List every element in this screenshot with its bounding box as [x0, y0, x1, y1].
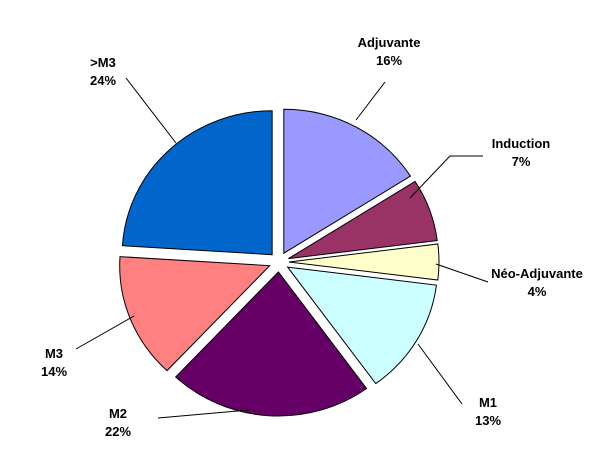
data-labels: Adjuvante 16% Induction 7% Néo-Adjuvante 4% M1…	[41, 35, 583, 439]
slice-label: >M3	[90, 55, 116, 70]
pie-slices	[119, 108, 440, 417]
leader-line	[417, 343, 463, 405]
pie-slice-m2	[174, 271, 368, 417]
slice-label: Adjuvante	[358, 35, 421, 50]
slice-value-label: 4%	[528, 284, 547, 299]
slice-label: M2	[109, 406, 127, 421]
leader-line	[435, 263, 489, 283]
pie-slice-n-o-adjuvante	[288, 243, 440, 281]
slice-value-label: 7%	[512, 154, 531, 169]
slice-value-label: 22%	[105, 424, 131, 439]
slice-value-label: 14%	[41, 364, 67, 379]
leader-line	[125, 77, 177, 144]
slice-label: M1	[479, 395, 497, 410]
slice-value-label: 13%	[475, 413, 501, 428]
slice-label: M3	[45, 346, 63, 361]
leader-line	[355, 81, 386, 121]
leader-line	[409, 155, 483, 199]
slice-label: Néo-Adjuvante	[491, 266, 583, 281]
slice-label: Induction	[492, 136, 551, 151]
leader-line	[157, 409, 250, 419]
leader-lines	[75, 77, 489, 419]
slice-value-label: 16%	[376, 53, 402, 68]
pie-slice-adjuvante	[283, 108, 412, 255]
leader-line	[75, 315, 135, 350]
pie-slice-m1	[286, 266, 437, 385]
pie-slice-m3	[121, 110, 273, 256]
slice-value-label: 24%	[90, 73, 116, 88]
pie-slice-induction	[288, 180, 438, 260]
